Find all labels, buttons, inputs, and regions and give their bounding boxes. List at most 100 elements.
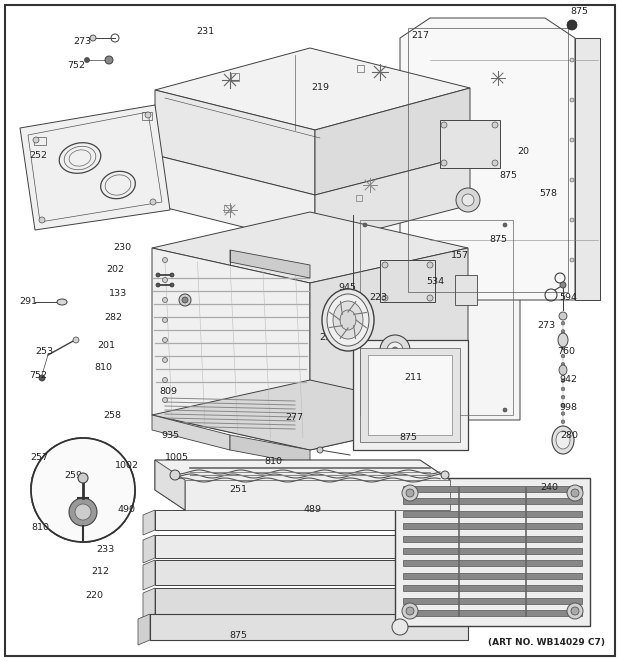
Ellipse shape xyxy=(340,310,356,330)
Polygon shape xyxy=(152,380,468,450)
Circle shape xyxy=(561,362,565,366)
Text: 810: 810 xyxy=(264,457,282,467)
Circle shape xyxy=(39,217,45,223)
Polygon shape xyxy=(143,588,155,619)
Text: 223: 223 xyxy=(369,293,387,303)
Text: 217: 217 xyxy=(411,30,429,40)
Bar xyxy=(403,561,582,566)
Text: 875: 875 xyxy=(570,7,588,17)
Circle shape xyxy=(561,428,565,432)
Text: 233: 233 xyxy=(96,545,114,555)
Circle shape xyxy=(503,223,507,227)
Polygon shape xyxy=(143,535,155,563)
Text: 1005: 1005 xyxy=(165,453,189,463)
Circle shape xyxy=(561,371,565,374)
Circle shape xyxy=(156,283,160,287)
Circle shape xyxy=(561,412,565,415)
Circle shape xyxy=(570,138,574,142)
Text: 232: 232 xyxy=(319,334,337,342)
Text: 253: 253 xyxy=(35,348,53,356)
Ellipse shape xyxy=(559,365,567,375)
Ellipse shape xyxy=(57,299,67,305)
Circle shape xyxy=(162,278,167,282)
Circle shape xyxy=(561,387,565,391)
Text: 273: 273 xyxy=(73,38,91,46)
Bar xyxy=(356,195,362,201)
Circle shape xyxy=(84,58,89,63)
Text: 282: 282 xyxy=(104,313,122,323)
Text: 752: 752 xyxy=(29,371,47,379)
Circle shape xyxy=(31,438,135,542)
Circle shape xyxy=(561,420,565,424)
Circle shape xyxy=(363,408,367,412)
Polygon shape xyxy=(230,435,310,465)
Text: 202: 202 xyxy=(106,266,124,274)
Circle shape xyxy=(561,354,565,358)
Circle shape xyxy=(380,335,410,365)
Circle shape xyxy=(567,485,583,501)
Circle shape xyxy=(570,58,574,62)
Circle shape xyxy=(567,20,577,30)
Text: 875: 875 xyxy=(489,235,507,245)
Circle shape xyxy=(317,447,323,453)
Bar xyxy=(224,205,231,212)
Ellipse shape xyxy=(333,301,363,339)
Polygon shape xyxy=(152,212,468,283)
Text: 578: 578 xyxy=(539,188,557,198)
Circle shape xyxy=(503,408,507,412)
Circle shape xyxy=(561,313,565,317)
Text: 945: 945 xyxy=(338,284,356,293)
Circle shape xyxy=(162,377,167,383)
Circle shape xyxy=(162,317,167,323)
Bar xyxy=(380,260,435,302)
Circle shape xyxy=(561,379,565,383)
Bar xyxy=(403,610,582,616)
Ellipse shape xyxy=(552,426,574,454)
Polygon shape xyxy=(138,614,150,645)
Circle shape xyxy=(427,262,433,268)
Bar xyxy=(231,73,239,81)
Circle shape xyxy=(179,294,191,306)
Circle shape xyxy=(406,607,414,615)
Text: 875: 875 xyxy=(399,434,417,442)
Ellipse shape xyxy=(558,333,568,347)
Ellipse shape xyxy=(327,294,369,346)
Polygon shape xyxy=(155,90,315,195)
Text: 252: 252 xyxy=(29,151,47,159)
Circle shape xyxy=(567,603,583,619)
Text: 810: 810 xyxy=(94,364,112,373)
Text: 157: 157 xyxy=(451,251,469,260)
Polygon shape xyxy=(155,460,185,510)
Polygon shape xyxy=(150,614,468,640)
Circle shape xyxy=(392,347,398,353)
Circle shape xyxy=(33,137,39,143)
Text: 251: 251 xyxy=(229,485,247,494)
Text: 220: 220 xyxy=(85,590,103,600)
Text: (ART NO. WB14029 C7): (ART NO. WB14029 C7) xyxy=(488,639,605,648)
Circle shape xyxy=(462,194,474,206)
Text: 231: 231 xyxy=(196,28,214,36)
Text: 212: 212 xyxy=(91,568,109,576)
Circle shape xyxy=(570,178,574,182)
Circle shape xyxy=(402,485,418,501)
Circle shape xyxy=(571,607,579,615)
Polygon shape xyxy=(143,510,155,535)
Polygon shape xyxy=(20,105,170,230)
Bar xyxy=(403,573,582,579)
Text: 240: 240 xyxy=(540,483,558,492)
Polygon shape xyxy=(155,560,460,585)
Polygon shape xyxy=(155,48,470,130)
Circle shape xyxy=(492,122,498,128)
Circle shape xyxy=(561,404,565,407)
Text: 935: 935 xyxy=(161,430,179,440)
Circle shape xyxy=(561,330,565,333)
Polygon shape xyxy=(143,560,155,590)
Polygon shape xyxy=(353,173,520,420)
Polygon shape xyxy=(152,415,230,450)
Text: 280: 280 xyxy=(560,430,578,440)
Text: 20: 20 xyxy=(517,147,529,157)
Bar xyxy=(357,65,364,72)
Polygon shape xyxy=(395,478,590,626)
Text: 809: 809 xyxy=(159,387,177,397)
Bar xyxy=(403,585,582,591)
